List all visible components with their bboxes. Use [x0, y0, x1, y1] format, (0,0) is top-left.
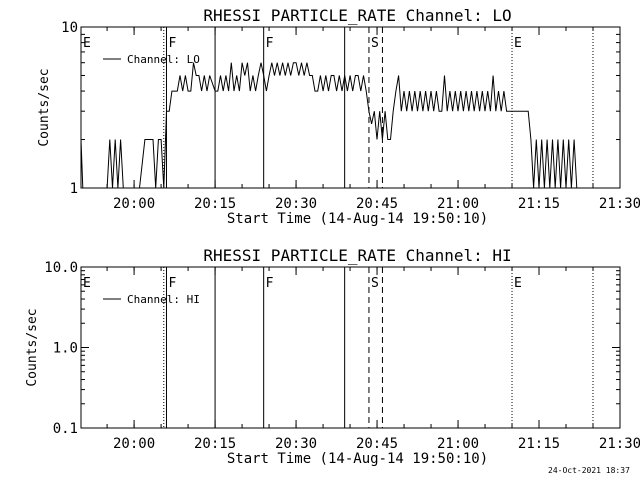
plot-frame	[80, 26, 621, 189]
x-tick-label: 21:15	[518, 436, 560, 452]
event-marker-label: E	[514, 36, 522, 51]
series-line-1	[80, 62, 583, 189]
y-axis-label: Counts/sec	[25, 308, 40, 386]
footer-timestamp: 24-Oct-2021 18:37	[548, 466, 630, 475]
x-tick-label: 20:30	[275, 436, 317, 452]
y-tick-label: 1.0	[53, 341, 78, 357]
chart-panel-1: RHESSI PARTICLE_RATE Channel: LO Start Ti…	[37, 6, 640, 227]
plot-frame	[80, 266, 621, 429]
y-tick-label: 1	[70, 181, 78, 197]
chart-title: RHESSI PARTICLE_RATE Channel: HI	[203, 246, 511, 265]
x-tick-label: 20:00	[113, 196, 155, 212]
event-marker-label: E	[83, 36, 91, 51]
event-marker-label: F	[168, 276, 176, 291]
legend-entry: Channel: HI	[127, 293, 200, 306]
event-marker-label: F	[168, 36, 176, 51]
y-tick-label: 10	[61, 20, 78, 36]
x-tick-label: 20:15	[194, 436, 236, 452]
legend-entry: Channel: LO	[127, 53, 200, 66]
event-marker-label: E	[514, 276, 522, 291]
chart-title: RHESSI PARTICLE_RATE Channel: LO	[203, 6, 511, 25]
event-marker-label: F	[266, 36, 274, 51]
x-tick-label: 21:00	[437, 436, 479, 452]
event-marker-label: F	[266, 276, 274, 291]
event-marker-label: S	[371, 36, 379, 51]
x-tick-label: 20:30	[275, 196, 317, 212]
event-marker-label: E	[83, 276, 91, 291]
x-tick-label: 20:45	[356, 196, 398, 212]
x-tick-label: 20:00	[113, 436, 155, 452]
x-tick-label: 21:00	[437, 196, 479, 212]
x-tick-label: 20:15	[194, 196, 236, 212]
x-tick-label: 20:45	[356, 436, 398, 452]
y-tick-label: 10.0	[44, 260, 78, 276]
chart-panel-2: RHESSI PARTICLE_RATE Channel: HI Start Ti…	[25, 246, 640, 467]
x-axis-label: Start Time (14-Aug-14 19:50:10)	[227, 451, 488, 467]
x-tick-label: 21:15	[518, 196, 560, 212]
x-tick-label: 21:30	[599, 436, 640, 452]
y-axis-label: Counts/sec	[37, 68, 52, 146]
x-tick-label: 21:30	[599, 196, 640, 212]
y-tick-label: 0.1	[53, 421, 78, 437]
x-axis-label: Start Time (14-Aug-14 19:50:10)	[227, 211, 488, 227]
event-marker-label: S	[371, 276, 379, 291]
